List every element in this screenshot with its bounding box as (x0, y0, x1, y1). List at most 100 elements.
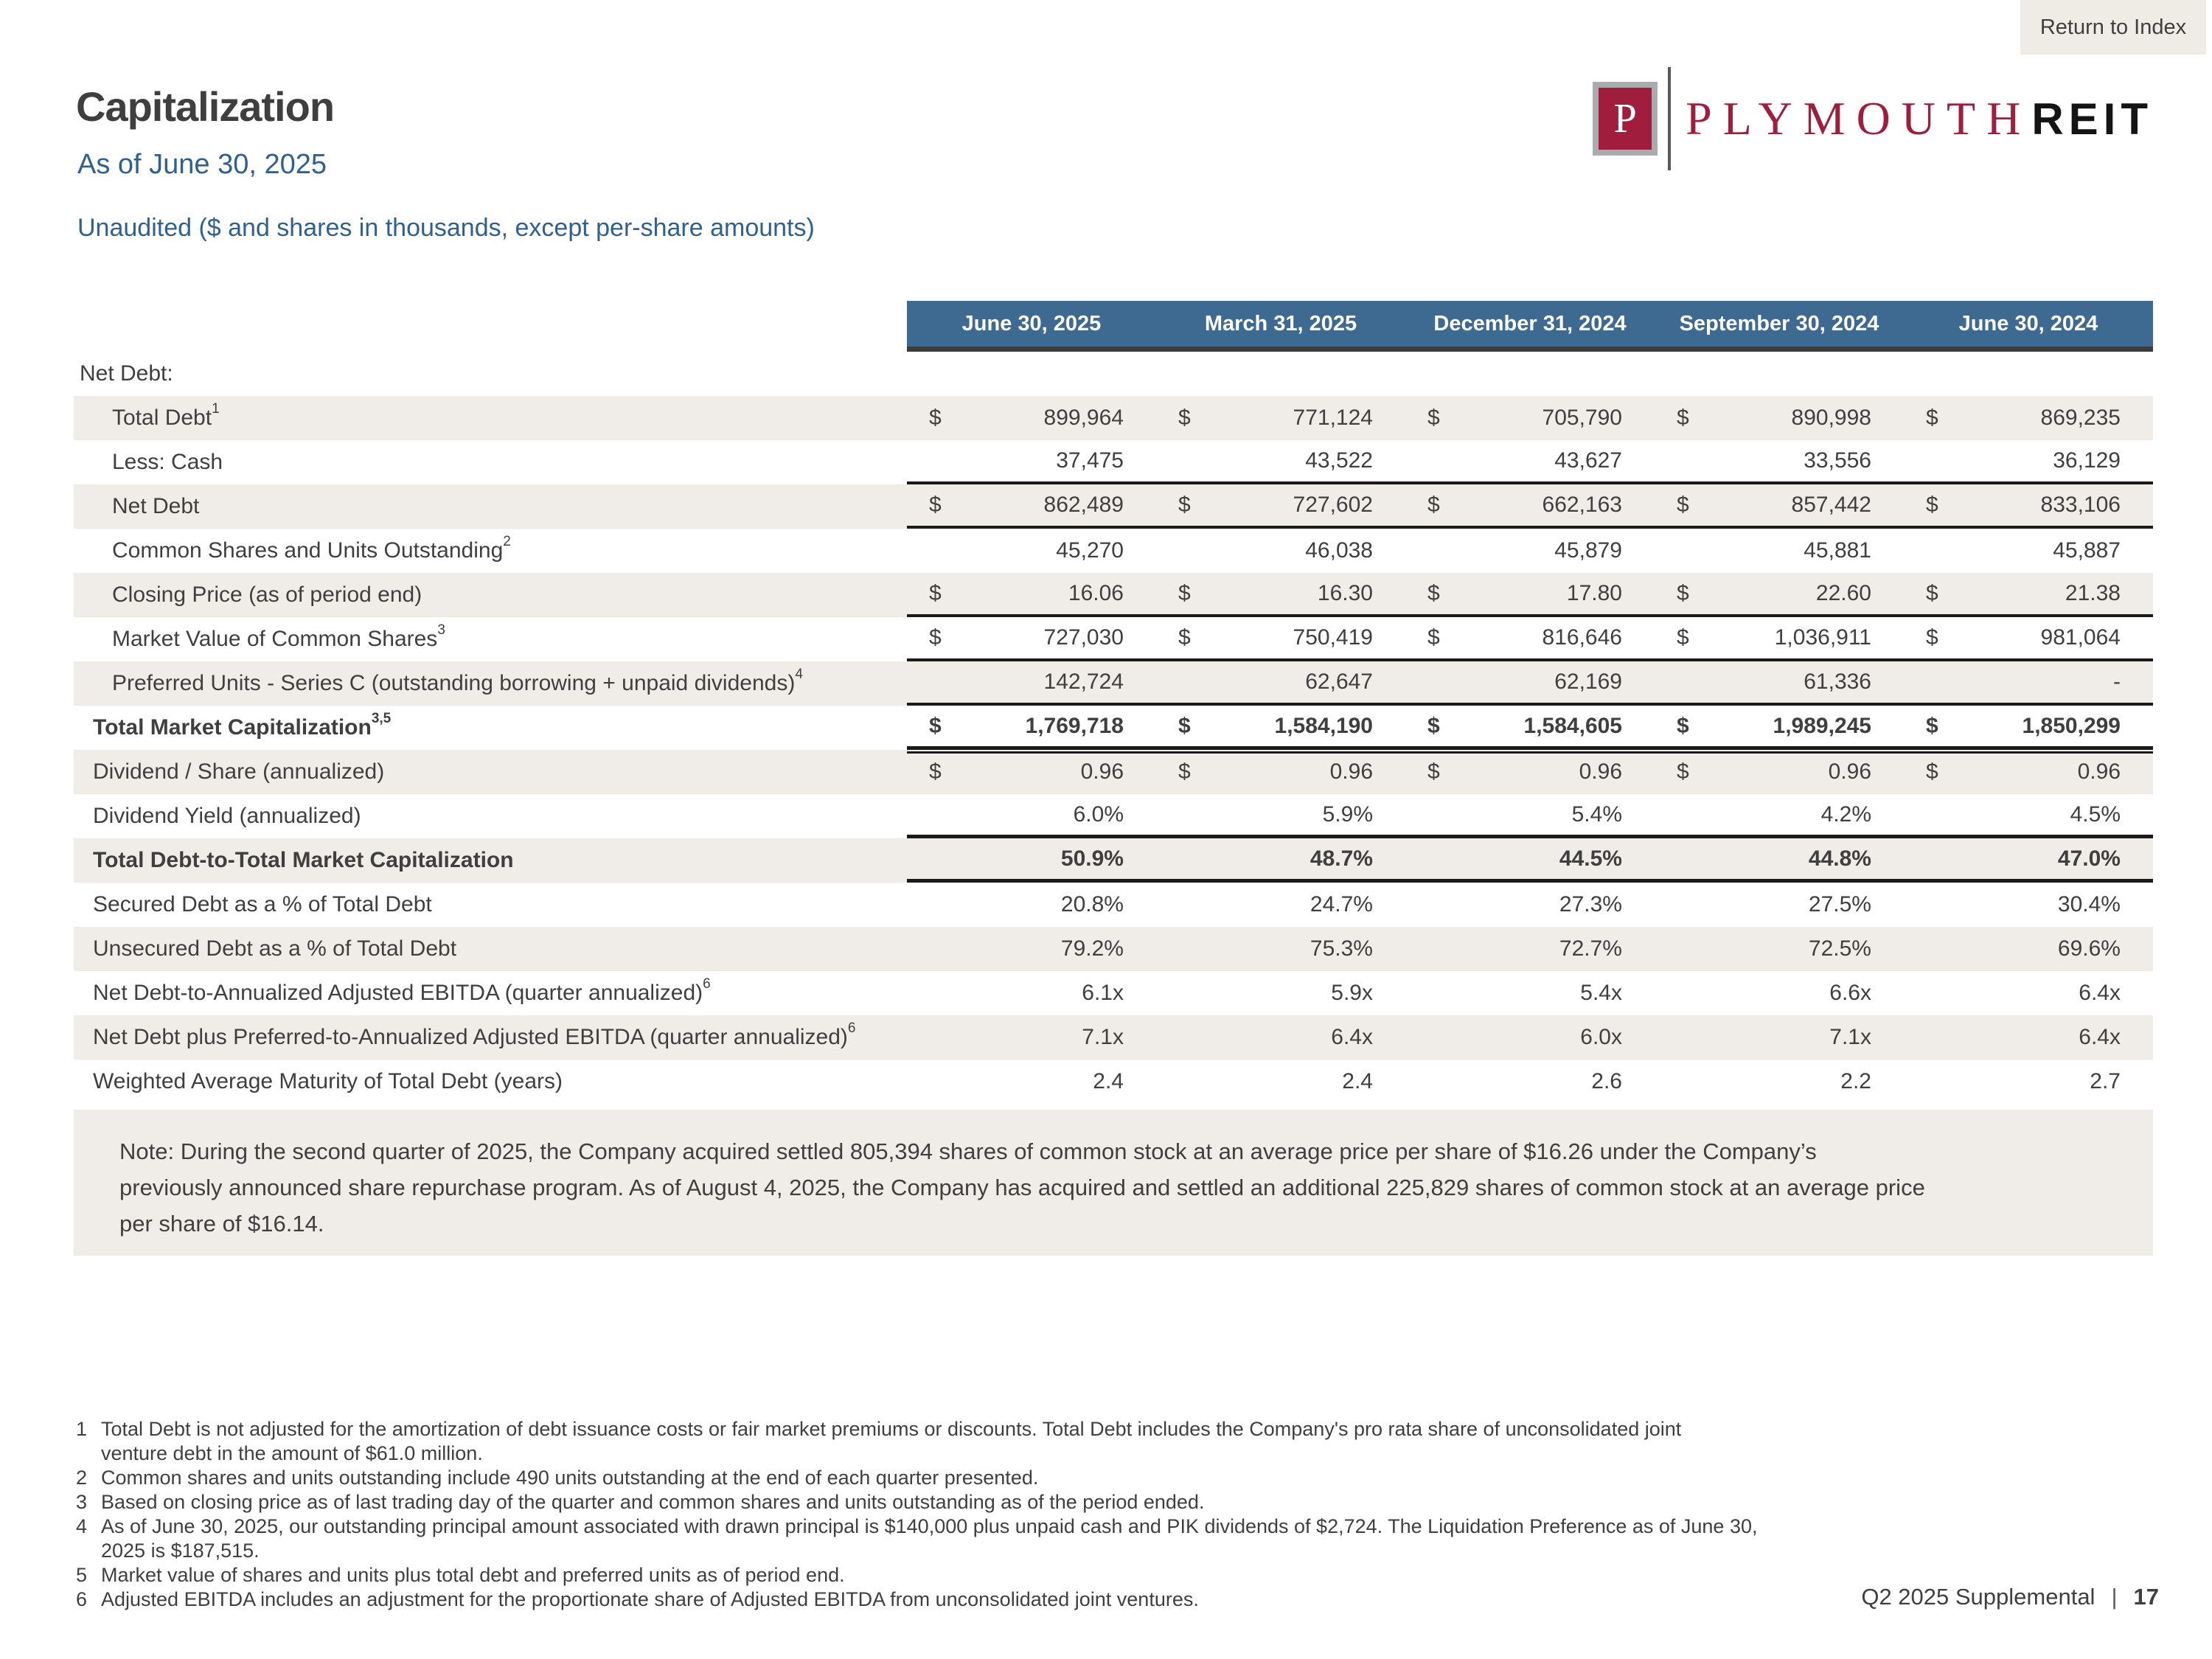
value-cell: - (1904, 661, 2153, 703)
cell-value: 1,989,245 (1773, 713, 1871, 738)
page-subtitle-date: As of June 30, 2025 (77, 149, 327, 180)
value-cell: 2.4 (907, 1060, 1156, 1104)
currency-symbol: $ (1427, 625, 1440, 650)
cell-value: 62,169 (1554, 669, 1622, 694)
footnotes-list: 1 Total Debt is not adjusted for the amor… (76, 1417, 1860, 1612)
value-cell (1904, 352, 2153, 396)
table-header-spacer (74, 301, 907, 352)
value-cell: $890,998 (1655, 396, 1904, 440)
footnote-text: Common shares and units outstanding incl… (101, 1467, 1039, 1489)
value-cell: 43,627 (1405, 440, 1655, 481)
value-cell: $1,850,299 (1904, 706, 2153, 746)
cell-value: 1,584,605 (1523, 713, 1622, 738)
value-cell (1405, 352, 1655, 396)
value-cell (907, 352, 1156, 396)
cell-value: 72.7% (1559, 936, 1622, 961)
value-cell: 6.0x (1405, 1015, 1655, 1060)
value-cell: $17.80 (1405, 573, 1655, 614)
value-cell: $0.96 (1156, 750, 1405, 794)
cell-value: 21.38 (2065, 581, 2121, 605)
value-cell: $857,442 (1655, 484, 1904, 526)
cell-value: 37,475 (1056, 448, 1124, 473)
currency-symbol: $ (1178, 625, 1191, 650)
value-cell: 5.9x (1156, 971, 1405, 1015)
value-cell: $1,989,245 (1655, 706, 1904, 746)
row-label: Dividend / Share (annualized) (93, 759, 385, 784)
cell-value: 1,769,718 (1025, 713, 1124, 738)
value-cell: 46,038 (1156, 529, 1405, 573)
page-title: Capitalization (76, 83, 335, 130)
currency-symbol: $ (929, 493, 942, 517)
row-values: 6.0% 5.9% 5.4% 4.2% 4.5% (907, 794, 2153, 838)
footnote-number: 6 (76, 1588, 88, 1610)
value-cell: 45,887 (1904, 529, 2153, 573)
table-row: Net Debt plus Preferred-to-Annualized Ad… (74, 1015, 2153, 1060)
table-header-columns: June 30, 2025 March 31, 2025 December 31, … (907, 301, 2153, 352)
cell-value: 27.3% (1559, 892, 1622, 917)
row-label: Total Debt-to-Total Market Capitalizatio… (93, 848, 514, 872)
row-label: Closing Price (as of period end) (112, 582, 422, 607)
cell-value: 869,235 (2040, 406, 2121, 430)
cell-value: 2.4 (1342, 1069, 1373, 1093)
logo-monogram-frame: P (1593, 82, 1658, 156)
value-cell (1655, 352, 1904, 396)
cell-value: 5.4% (1571, 801, 1622, 827)
currency-symbol: $ (1677, 759, 1689, 784)
cell-value: 4.5% (2070, 801, 2121, 827)
row-label: Total Debt 1 (112, 401, 220, 430)
currency-symbol: $ (1427, 759, 1440, 784)
value-cell: $16.06 (907, 573, 1156, 614)
row-label: Net Debt (112, 494, 200, 518)
row-values: 20.8% 24.7% 27.3% 27.5% 30.4% (907, 883, 2153, 927)
cell-value: 899,964 (1043, 406, 1124, 430)
footnote-text: Market value of shares and units plus to… (101, 1564, 845, 1586)
currency-symbol: $ (1926, 759, 1938, 784)
row-label: Less: Cash (112, 450, 223, 474)
currency-symbol: $ (1677, 625, 1689, 650)
currency-symbol: $ (929, 581, 942, 605)
cell-value: 69.6% (2057, 936, 2121, 961)
value-cell: 69.6% (1904, 927, 2153, 971)
value-cell: $705,790 (1405, 396, 1655, 440)
cell-value: 45,270 (1056, 538, 1124, 563)
value-cell: 27.3% (1405, 883, 1655, 927)
unaudited-note: Unaudited ($ and shares in thousands, ex… (77, 214, 815, 242)
value-cell: 4.5% (1904, 794, 2153, 835)
cell-value: 44.8% (1808, 846, 1871, 871)
cell-value: 981,064 (2040, 625, 2121, 650)
value-cell: $816,646 (1405, 617, 1655, 658)
row-values: $0.96 $0.96 $0.96 $0.96 $0.96 (907, 750, 2153, 794)
value-cell: 62,647 (1156, 661, 1405, 703)
table-row: Dividend / Share (annualized) $0.96 $0.96 $… (74, 750, 2153, 794)
cell-value: 33,556 (1804, 448, 1871, 473)
cell-value: 61,336 (1804, 669, 1871, 694)
footnote: 6 Adjusted EBITDA includes an adjustment … (76, 1587, 1860, 1612)
value-cell: 50.9% (907, 838, 1156, 879)
cell-value: 16.30 (1317, 581, 1373, 605)
cell-value: 1,584,190 (1274, 713, 1373, 738)
page-footer: Q2 2025 Supplemental | 17 (1861, 1584, 2159, 1610)
footnote-number: 3 (76, 1491, 88, 1513)
table-row: Common Shares and Units Outstanding 2 45,2… (74, 529, 2153, 573)
footnote-number: 4 (76, 1515, 88, 1537)
cell-value: 727,602 (1293, 493, 1373, 517)
cell-value: 47.0% (2057, 846, 2121, 871)
value-cell: $0.96 (907, 750, 1156, 794)
value-cell: 4.2% (1655, 794, 1904, 835)
currency-symbol: $ (1677, 406, 1689, 430)
return-to-index-button[interactable]: Return to Index (2020, 0, 2206, 55)
row-label: Net Debt: (80, 361, 173, 386)
value-cell: $833,106 (1904, 484, 2153, 526)
currency-symbol: $ (1677, 581, 1689, 605)
table-row: Market Value of Common Shares 3 $727,030 $7… (74, 617, 2153, 661)
value-cell: $869,235 (1904, 396, 2153, 440)
currency-symbol: $ (1427, 713, 1440, 738)
currency-symbol: $ (1926, 581, 1938, 605)
currency-symbol: $ (1178, 406, 1191, 430)
cell-value: 17.80 (1566, 581, 1622, 605)
value-cell: 33,556 (1655, 440, 1904, 481)
row-values: $16.06 $16.30 $17.80 $22.60 $21.38 (907, 573, 2153, 617)
cell-value: 30.4% (2057, 892, 2121, 917)
value-cell: $1,584,605 (1405, 706, 1655, 746)
row-label: Preferred Units - Series C (outstanding … (112, 667, 803, 695)
